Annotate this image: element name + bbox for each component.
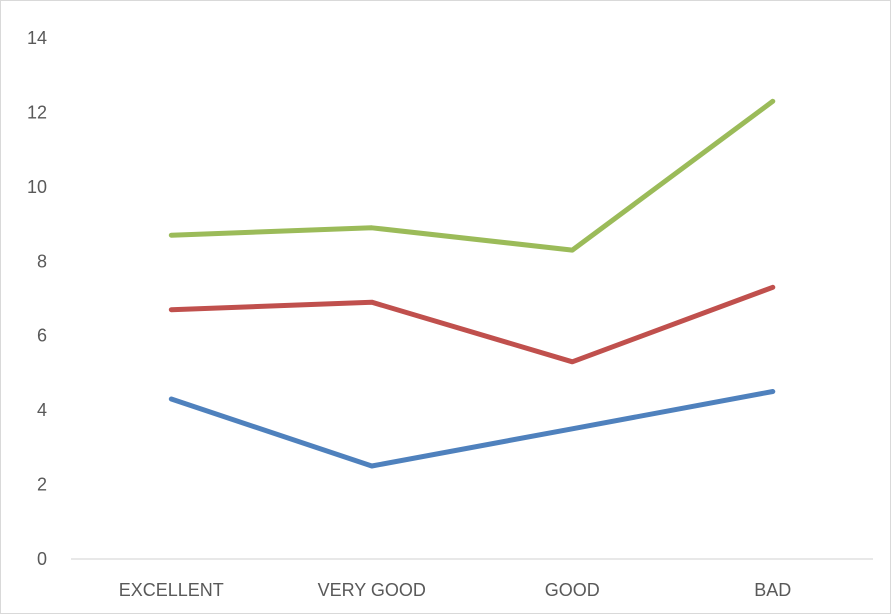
x-tick-label: EXCELLENT bbox=[119, 580, 224, 600]
y-tick-label: 14 bbox=[27, 28, 47, 48]
series-line-2 bbox=[168, 284, 776, 365]
x-tick-label: VERY GOOD bbox=[318, 580, 426, 600]
series-lines bbox=[168, 98, 776, 469]
y-tick-label: 12 bbox=[27, 102, 47, 122]
y-tick-label: 2 bbox=[37, 475, 47, 495]
y-tick-label: 0 bbox=[37, 549, 47, 569]
x-axis-ticks: EXCELLENT VERY GOOD GOOD BAD bbox=[119, 580, 792, 600]
y-tick-label: 8 bbox=[37, 251, 47, 271]
y-axis-ticks: 0 2 4 6 8 10 12 14 bbox=[27, 28, 47, 569]
x-tick-label: GOOD bbox=[545, 580, 600, 600]
y-tick-label: 4 bbox=[37, 400, 47, 420]
y-tick-label: 10 bbox=[27, 177, 47, 197]
series-line-3 bbox=[168, 98, 776, 253]
series-line-1 bbox=[168, 389, 776, 469]
x-tick-label: BAD bbox=[754, 580, 791, 600]
y-tick-label: 6 bbox=[37, 326, 47, 346]
